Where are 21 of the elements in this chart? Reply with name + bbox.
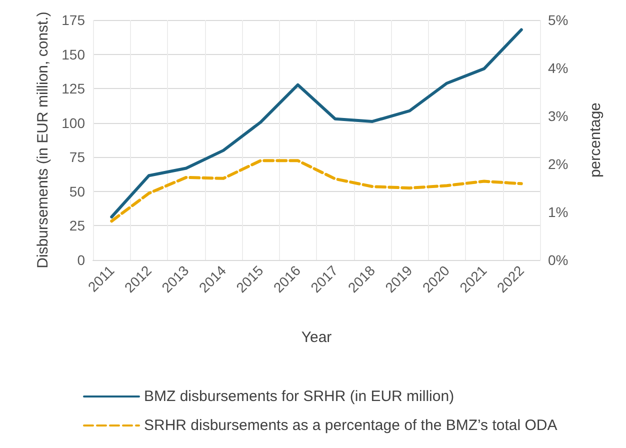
y2-tick-label: 4% [548,60,568,76]
y-tick-label: 100 [62,114,86,131]
y-axis-title: Disbursements (in EUR million, const.) [34,12,52,268]
y-tick-label: 175 [62,12,86,28]
x-axis-title: Year [301,329,332,346]
line-series [110,159,523,223]
legend-label: BMZ disbursements for SRHR (in EUR million) [144,388,454,405]
y-tick-label: 50 [69,183,86,200]
y2-tick-label: 0% [548,252,568,268]
y-tick-label: 150 [62,46,86,62]
y-tick-label: 75 [69,149,86,166]
y2-tick-label: 3% [548,108,568,124]
y-tick-label: 125 [62,80,86,97]
y2-tick-label: 5% [548,12,568,28]
y-tick-label: 0 [77,252,86,268]
y-tick-label: 25 [69,218,86,234]
y2-tick-label: 1% [548,204,568,220]
y2-tick-label: 2% [548,156,568,172]
y2-axis-title: percentage [587,102,604,178]
legend-label: SRHR disbursements as a percentage of the BMZ’s total ODA [144,417,558,434]
line-series [110,28,523,218]
